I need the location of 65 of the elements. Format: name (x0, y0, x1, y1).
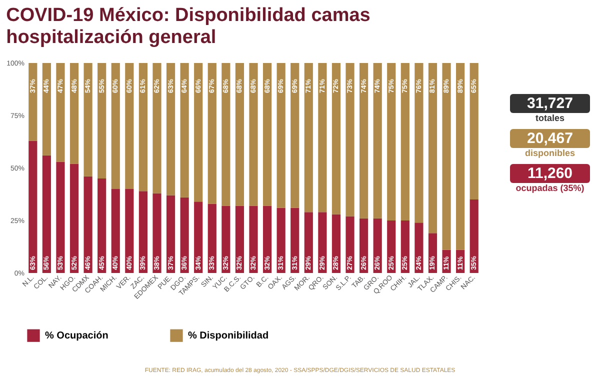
bar (387, 63, 396, 220)
bar (262, 63, 272, 206)
text: disponibles (524, 148, 576, 158)
bar (98, 178, 106, 273)
legend-label: % Ocupación (45, 330, 108, 342)
bar (428, 63, 438, 234)
bar (70, 164, 79, 273)
text: totales (534, 113, 566, 123)
bar (235, 206, 244, 273)
bar (290, 63, 300, 208)
bar (70, 63, 79, 164)
bar (208, 204, 216, 273)
bar (276, 63, 286, 208)
bar (332, 63, 341, 214)
bar (84, 176, 92, 273)
bar (442, 63, 451, 250)
bar (194, 63, 203, 202)
bar (346, 63, 354, 216)
bar (400, 63, 410, 220)
bar (414, 63, 424, 223)
bar (222, 206, 230, 273)
bar (290, 208, 300, 273)
bar (414, 222, 424, 273)
bar (470, 63, 478, 200)
bar (360, 63, 368, 218)
bar (262, 206, 272, 273)
bar (125, 189, 134, 273)
bar (166, 195, 176, 273)
bar (235, 63, 244, 206)
bar (28, 140, 38, 273)
legend-label: % Disponibilidad (188, 330, 269, 342)
bar (125, 63, 134, 189)
chart-title: COVID-19 México: Disponibilidad camas hospitalización general (6, 5, 370, 48)
bar (456, 63, 465, 250)
bar (166, 63, 176, 196)
bar (84, 63, 92, 176)
bar (42, 155, 51, 273)
text: 31,727 (510, 94, 590, 113)
text: ocupadas (35%) (514, 183, 586, 193)
bar (56, 63, 65, 162)
bar (180, 197, 189, 273)
bar (98, 63, 106, 178)
text: 11,260 (510, 164, 590, 183)
text: 20,467 (510, 129, 590, 148)
bar (42, 63, 51, 156)
bar (208, 63, 216, 204)
bar (56, 162, 65, 273)
bar (222, 63, 230, 206)
bar (194, 202, 203, 273)
bar (373, 63, 382, 218)
bar (111, 63, 120, 189)
bar (304, 63, 313, 212)
bar (138, 63, 148, 192)
bar (318, 63, 327, 212)
bar (470, 200, 478, 273)
bar (249, 63, 258, 206)
bar (276, 208, 286, 273)
bar (152, 63, 162, 194)
bar (28, 63, 38, 141)
bar (346, 216, 354, 273)
bar (111, 189, 120, 273)
bar (138, 191, 148, 273)
bar (249, 206, 258, 273)
bar (180, 63, 189, 198)
bar (152, 193, 162, 273)
